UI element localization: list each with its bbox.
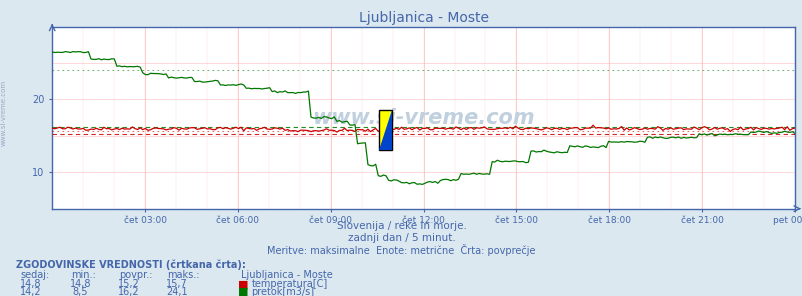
Text: maks.:: maks.: [167,270,199,280]
Polygon shape [379,110,392,150]
Text: ■: ■ [237,287,248,296]
Text: 16,2: 16,2 [118,287,139,296]
Text: Ljubljanica - Moste: Ljubljanica - Moste [241,270,332,280]
Text: 14,8: 14,8 [20,279,41,289]
Text: sedaj:: sedaj: [20,270,49,280]
Text: 15,7: 15,7 [165,279,188,289]
Text: Meritve: maksimalne  Enote: metrične  Črta: povprečje: Meritve: maksimalne Enote: metrične Črta… [267,244,535,256]
Text: 8,5: 8,5 [72,287,88,296]
Text: 15,2: 15,2 [117,279,140,289]
Text: 14,2: 14,2 [20,287,41,296]
Text: Slovenija / reke in morje.: Slovenija / reke in morje. [336,221,466,231]
Text: www.si-vreme.com: www.si-vreme.com [0,79,6,146]
Text: www.si-vreme.com: www.si-vreme.com [312,108,534,128]
Text: ■: ■ [237,280,248,290]
Text: povpr.:: povpr.: [119,270,152,280]
Text: min.:: min.: [71,270,95,280]
Text: temperatura[C]: temperatura[C] [251,279,327,289]
Title: Ljubljanica - Moste: Ljubljanica - Moste [358,12,488,25]
Text: 14,8: 14,8 [70,279,91,289]
Text: ZGODOVINSKE VREDNOSTI (črtkana črta):: ZGODOVINSKE VREDNOSTI (črtkana črta): [16,259,245,270]
Text: zadnji dan / 5 minut.: zadnji dan / 5 minut. [347,233,455,243]
Text: pretok[m3/s]: pretok[m3/s] [251,287,314,296]
Text: 24,1: 24,1 [166,287,187,296]
FancyBboxPatch shape [379,110,392,150]
